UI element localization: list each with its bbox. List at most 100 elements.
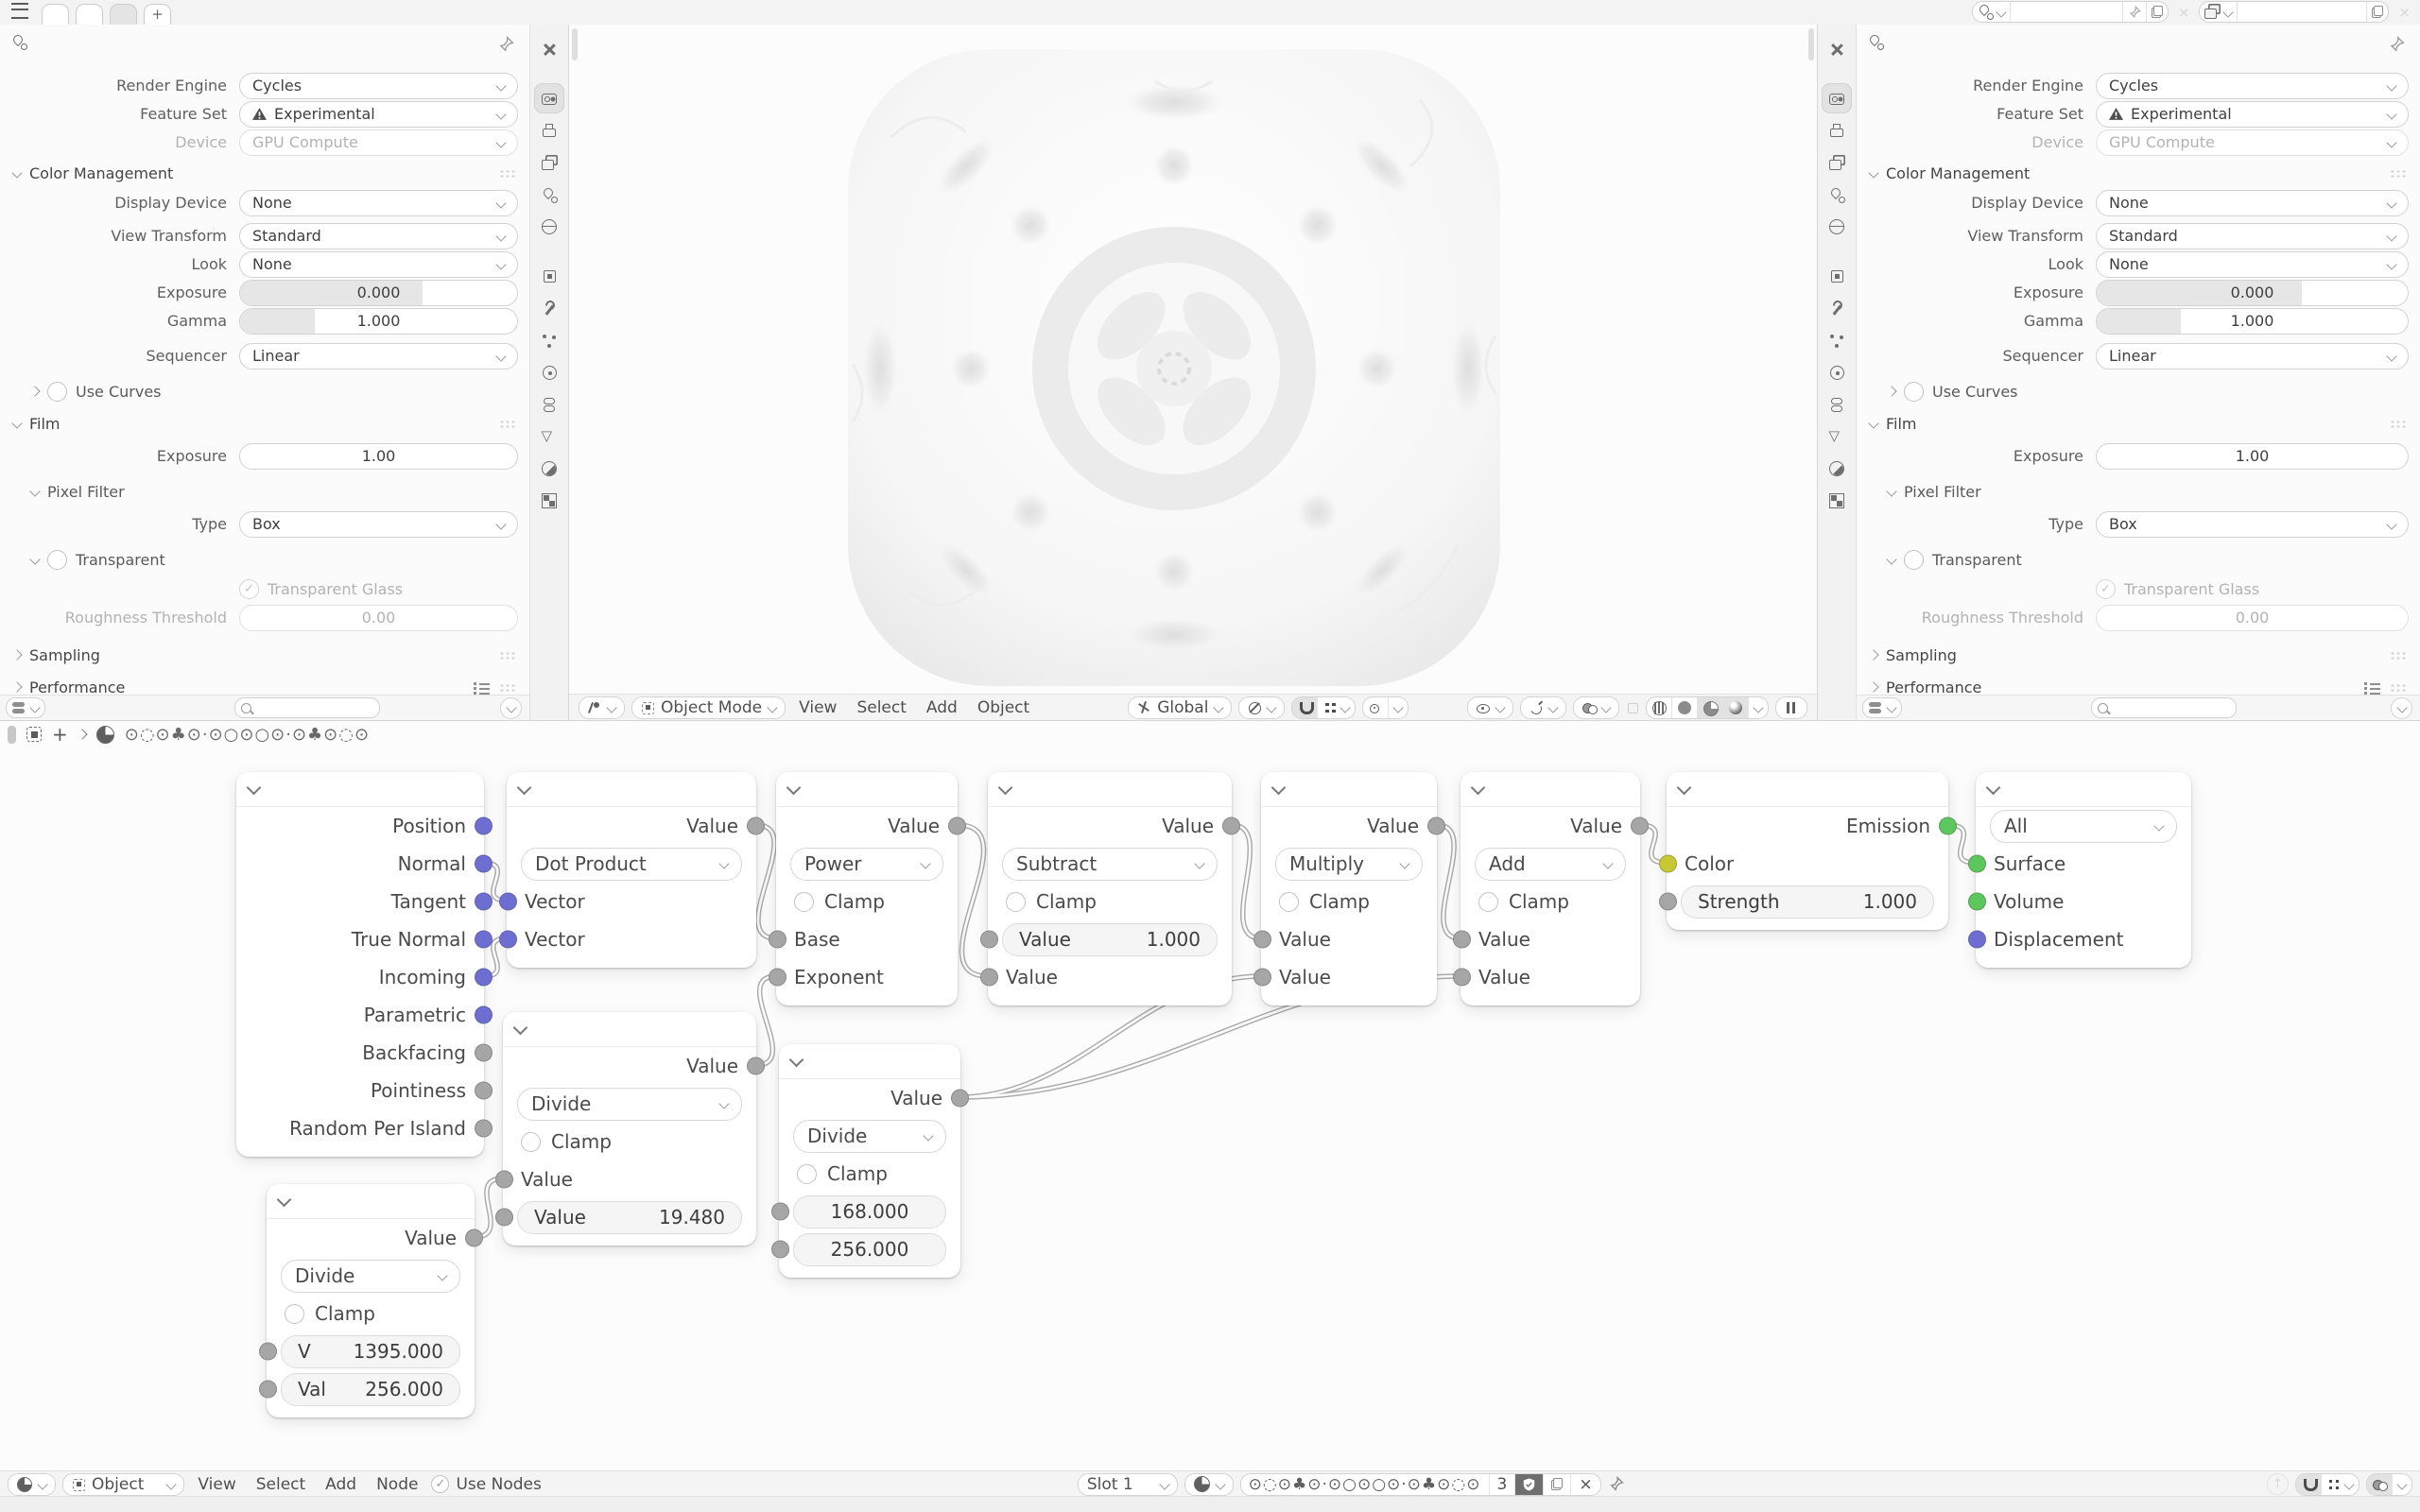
tab-render[interactable] — [1822, 83, 1852, 113]
workspace-tab-2[interactable] — [76, 4, 103, 25]
value-field[interactable]: Val 256.000 — [281, 1372, 460, 1406]
socket-output-value[interactable] — [947, 816, 966, 835]
section-performance[interactable]: Performance — [0, 674, 529, 701]
add-icon[interactable]: + — [52, 723, 68, 746]
tab-object-data[interactable] — [1822, 421, 1852, 452]
section-color-management[interactable]: Color Management — [0, 160, 529, 187]
node-header[interactable] — [1461, 772, 1640, 807]
menu-view[interactable]: View — [198, 1474, 236, 1494]
shader-type-select[interactable]: Object — [62, 1472, 185, 1496]
shading-material[interactable] — [1698, 696, 1723, 718]
panel-options-button[interactable] — [500, 696, 522, 719]
drag-grip-icon[interactable] — [499, 168, 516, 179]
tab-object[interactable] — [1822, 261, 1852, 291]
socket-input-color[interactable] — [1658, 854, 1677, 873]
view-transform-select[interactable]: Standard — [239, 222, 518, 249]
value-field[interactable]: 168.000 — [793, 1194, 946, 1228]
socket-output-value[interactable] — [464, 1228, 483, 1247]
tab-render[interactable] — [534, 83, 564, 113]
gamma-slider[interactable]: 1.000 — [2096, 307, 2409, 335]
collapse-icon[interactable] — [246, 780, 262, 795]
section-transparent[interactable]: Transparent — [1857, 546, 2420, 574]
math-node-multiply[interactable]: Value Multiply Clamp Value Value — [1253, 772, 1445, 1005]
operation-select[interactable]: Divide — [793, 1119, 946, 1153]
exposure-slider[interactable]: 0.000 — [239, 279, 518, 306]
socket-input-value-2[interactable] — [494, 1208, 513, 1227]
overlays-toggle[interactable] — [2367, 1473, 2393, 1495]
pin-id-icon[interactable] — [497, 35, 514, 53]
value-field[interactable]: 256.000 — [793, 1232, 946, 1266]
properties-editor-icon[interactable] — [1868, 34, 1884, 50]
menu-view[interactable]: View — [799, 697, 838, 717]
section-use-curves[interactable]: Use Curves — [1857, 378, 2420, 405]
view-layer-name-field[interactable] — [2238, 2, 2368, 22]
socket-tangent[interactable] — [474, 892, 493, 911]
menu-add[interactable]: Add — [925, 697, 958, 717]
tab-view-layer[interactable] — [534, 147, 564, 178]
drag-grip-icon[interactable] — [499, 682, 516, 693]
math-node-divide-mid[interactable]: Value Divide Clamp Value Value 19.480 — [494, 1012, 765, 1246]
viewport-scrollbar-left[interactable] — [572, 28, 578, 60]
snap-toggle[interactable] — [2296, 1473, 2322, 1495]
math-node-power[interactable]: Value Power Clamp Base Exponent — [768, 772, 966, 1005]
socket-output-emission[interactable] — [1938, 816, 1957, 835]
collapse-icon[interactable] — [1676, 780, 1692, 795]
drag-grip-icon[interactable] — [499, 419, 516, 429]
tab-view-layer[interactable] — [1822, 147, 1852, 178]
socket-parametric[interactable] — [474, 1005, 493, 1024]
shading-options[interactable] — [1749, 697, 1768, 718]
roughness-threshold-field[interactable]: 0.00 — [2096, 604, 2409, 631]
transparent-checkbox[interactable] — [1904, 550, 1924, 570]
socket-input-value-1[interactable] — [1452, 930, 1471, 949]
transparent-checkbox[interactable] — [47, 550, 67, 570]
section-use-curves[interactable]: Use Curves — [0, 378, 529, 405]
shader-node-editor[interactable]: + ⊙◌⊙♣⊙·⊙○⊙○⊙·⊙♣⊙◌⊙ — [0, 720, 2420, 1512]
transparent-glass-checkbox[interactable] — [2096, 579, 2116, 599]
use-nodes-checkbox[interactable] — [431, 1475, 450, 1493]
transform-orientation-select[interactable]: Global — [1128, 696, 1233, 719]
collapse-icon[interactable] — [1470, 780, 1486, 795]
clamp-checkbox[interactable] — [1279, 891, 1299, 912]
display-device-select[interactable]: None — [239, 189, 518, 216]
socket-input-strength[interactable] — [1658, 892, 1677, 911]
socket-true-normal[interactable] — [474, 930, 493, 949]
drag-grip-icon[interactable] — [2390, 419, 2407, 429]
search-input[interactable] — [2091, 697, 2237, 718]
unlink-material-button[interactable]: × — [1570, 1473, 1599, 1495]
scene-icon[interactable] — [1973, 2, 2011, 22]
socket-input-exponent[interactable] — [768, 968, 786, 987]
socket-incoming[interactable] — [474, 968, 493, 987]
transparent-glass-checkbox[interactable] — [239, 579, 259, 599]
tab-material[interactable] — [1822, 454, 1852, 484]
socket-input-vector-1[interactable] — [498, 892, 517, 911]
clamp-checkbox[interactable] — [521, 1131, 541, 1152]
tab-tool[interactable] — [1822, 34, 1852, 64]
tab-modifiers[interactable] — [1822, 293, 1852, 323]
render-engine-select[interactable]: Cycles — [2096, 72, 2409, 99]
collapse-icon[interactable] — [1270, 780, 1287, 795]
render-engine-select[interactable]: Cycles — [239, 72, 518, 99]
film-exposure-field[interactable]: 1.00 — [239, 442, 518, 470]
node-header[interactable] — [779, 1044, 960, 1079]
section-pixel-filter[interactable]: Pixel Filter — [0, 478, 529, 506]
feature-set-select[interactable]: Experimental — [2096, 100, 2409, 128]
collapse-icon[interactable] — [1985, 780, 2001, 795]
properties-editor-icon[interactable] — [11, 34, 27, 50]
socket-input-value-2[interactable] — [770, 1240, 789, 1259]
tab-world[interactable] — [534, 212, 564, 242]
overlays-options[interactable] — [2393, 1474, 2411, 1495]
mode-select[interactable]: Object Mode — [631, 696, 786, 719]
tab-output[interactable] — [534, 115, 564, 146]
workspace-tab-3-active[interactable] — [110, 4, 137, 25]
socket-output-value[interactable] — [746, 1057, 765, 1075]
look-select[interactable]: None — [2096, 250, 2409, 278]
tab-material[interactable] — [534, 454, 564, 484]
tab-scene[interactable] — [1822, 180, 1852, 210]
vector-math-node-dot-product[interactable]: Value Dot Product Vector Vector — [498, 772, 765, 968]
sequencer-select[interactable]: Linear — [239, 342, 518, 369]
value-field[interactable]: V 1395.000 — [281, 1334, 460, 1368]
proportional-toggle[interactable] — [1363, 696, 1390, 718]
viewport-scrollbar-right[interactable] — [1808, 28, 1814, 60]
pin-icon[interactable] — [1608, 1476, 1624, 1492]
node-header[interactable] — [236, 772, 484, 807]
